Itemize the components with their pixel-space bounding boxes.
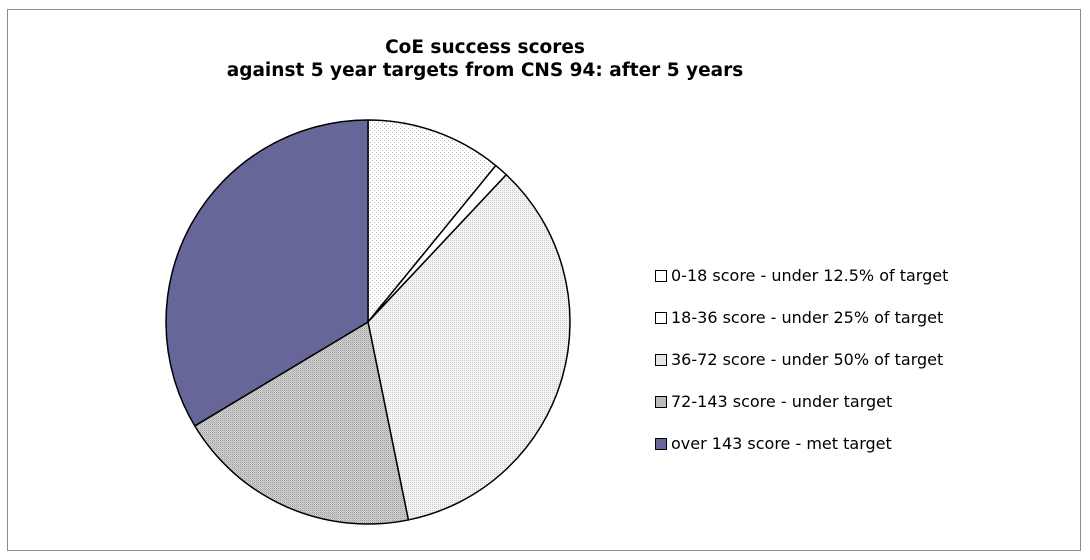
chart-legend: 0-18 score - under 12.5% of target 18-36 … xyxy=(655,265,948,475)
legend-label-3: 36-72 score - under 50% of target xyxy=(671,350,944,369)
legend-item-3: 36-72 score - under 50% of target xyxy=(655,349,948,370)
pie-slice-1 xyxy=(367,119,497,323)
legend-item-2: 18-36 score - under 25% of target xyxy=(655,307,948,328)
pie-slice-5 xyxy=(165,119,369,427)
legend-swatch-3 xyxy=(655,353,667,366)
chart-title-line-1: CoE success scores xyxy=(385,37,585,58)
legend-item-1: 0-18 score - under 12.5% of target xyxy=(655,265,948,286)
legend-label-1: 0-18 score - under 12.5% of target xyxy=(671,266,949,285)
pie-slice-3 xyxy=(367,174,571,521)
legend-item-4: 72-143 score - under target xyxy=(655,391,948,412)
chart-title: CoE success scores against 5 year target… xyxy=(0,36,970,82)
legend-label-5: over 143 score - met target xyxy=(671,434,892,453)
legend-item-5: over 143 score - met target xyxy=(655,433,948,454)
legend-swatch-2 xyxy=(655,311,667,324)
pie-slice-4 xyxy=(194,321,410,525)
chart-title-line-2: against 5 year targets from CNS 94: afte… xyxy=(226,60,744,81)
legend-label-4: 72-143 score - under target xyxy=(671,392,893,411)
legend-swatch-4 xyxy=(655,395,667,408)
legend-swatch-5 xyxy=(655,437,667,450)
legend-swatch-1 xyxy=(655,269,667,282)
legend-label-2: 18-36 score - under 25% of target xyxy=(671,308,944,327)
